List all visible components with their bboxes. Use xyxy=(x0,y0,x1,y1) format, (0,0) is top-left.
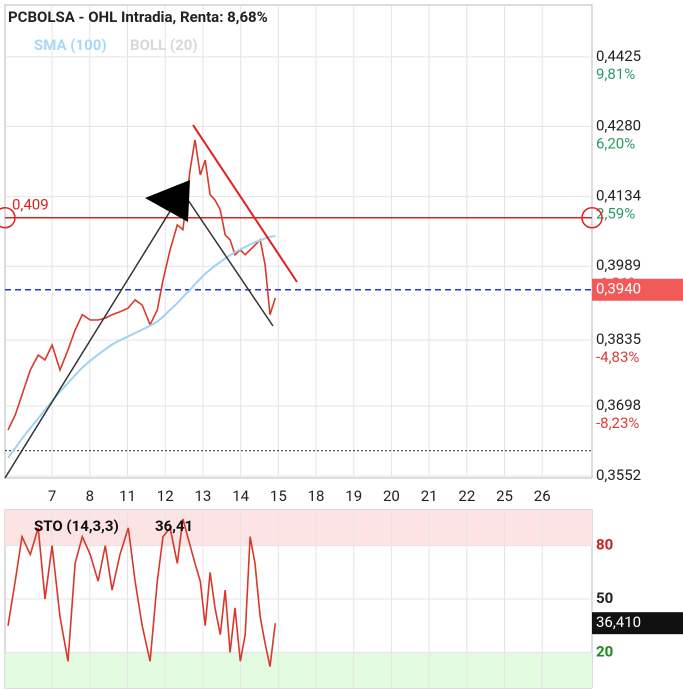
trend-line xyxy=(187,199,274,327)
y-tick-change: -4,83% xyxy=(596,348,639,366)
x-tick-label: 7 xyxy=(48,487,56,505)
x-tick-label: 19 xyxy=(345,487,362,505)
x-tick-label: 25 xyxy=(496,487,513,505)
y-tick-label: 0,4425 xyxy=(596,47,641,65)
y-tick-label: 0,3698 xyxy=(596,396,641,414)
x-tick-label: 11 xyxy=(119,487,136,505)
trend-line xyxy=(4,191,183,479)
x-tick-label: 8 xyxy=(86,487,94,505)
x-tick-label: 18 xyxy=(308,487,325,505)
legend-entry: BOLL (20) xyxy=(130,36,198,54)
y-tick-label: 0,3835 xyxy=(596,330,641,348)
zone-band xyxy=(5,652,592,688)
chart-title: PCBOLSA - OHL Intradia, Renta: 8,68% xyxy=(8,8,268,26)
price-line-label: 0,409 xyxy=(12,196,49,214)
x-tick-label: 26 xyxy=(534,487,551,505)
y-tick-label: 20 xyxy=(596,642,613,660)
value-box-label: 36,410 xyxy=(596,613,641,631)
y-tick-label: 50 xyxy=(596,589,613,607)
line-handle xyxy=(581,206,603,229)
y-tick-label: 80 xyxy=(596,536,613,554)
value-box xyxy=(592,612,683,635)
x-tick-label: 12 xyxy=(157,487,174,505)
x-tick-label: 22 xyxy=(458,487,475,505)
x-tick-label: 14 xyxy=(232,487,249,505)
y-tick-change: 2,59% xyxy=(596,205,635,223)
y-tick-label: 0,4280 xyxy=(596,116,641,134)
x-tick-label: 20 xyxy=(383,487,400,505)
zone-band xyxy=(5,510,592,546)
x-tick-label: 21 xyxy=(421,487,438,505)
y-tick-label: 0,4134 xyxy=(596,187,642,205)
y-tick-label: 0,3989 xyxy=(596,256,641,274)
y-tick-change: 9,81% xyxy=(596,65,635,83)
plot-frame xyxy=(4,4,593,479)
x-tick-label: 15 xyxy=(270,487,287,505)
indicator-label: STO (14,3,3) xyxy=(34,517,119,535)
price-line-label: 0,3940 xyxy=(596,280,641,298)
indicator-value: 36,41 xyxy=(155,517,193,535)
price-box xyxy=(592,278,683,301)
trend-line xyxy=(192,124,298,283)
y-tick-label: 0,3552 xyxy=(596,466,641,484)
arrow-head xyxy=(145,180,190,222)
x-tick-label: 13 xyxy=(194,487,211,505)
sma-line xyxy=(7,235,276,459)
sto-line xyxy=(7,518,277,667)
line-handle xyxy=(0,206,16,229)
annotations xyxy=(4,124,298,479)
y-tick-change: 6,20% xyxy=(596,134,635,152)
legend-entry: SMA (100) xyxy=(34,36,107,54)
y-tick-change: -8,23% xyxy=(596,414,639,432)
